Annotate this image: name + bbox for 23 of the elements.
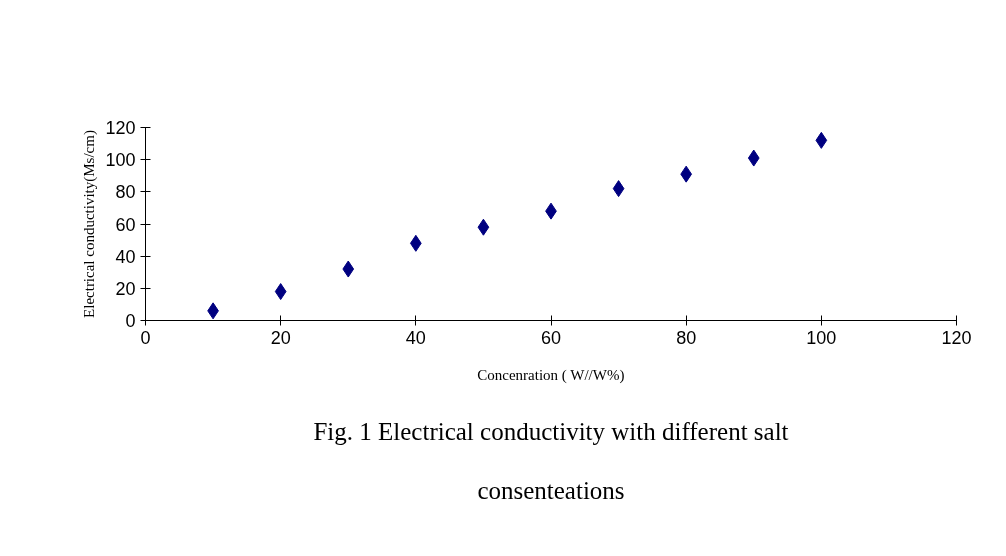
- point: [815, 131, 828, 149]
- y-tick-label: 100: [105, 150, 136, 171]
- y-tick-label: 60: [115, 214, 136, 235]
- x-tick-label: 60: [540, 327, 562, 348]
- y-tick-label: 0: [125, 311, 136, 331]
- x-tick-label: 20: [270, 327, 291, 348]
- y-axis-title: Electrical conductivity(Ms/cm): [81, 130, 99, 318]
- x-tick-label: 120: [941, 327, 972, 348]
- x-axis-title: Concenration ( W//W%): [477, 366, 625, 384]
- point: [747, 149, 760, 167]
- chart-title: Fig. 1 Electrical conductivity with different salt consenteations: [313, 417, 789, 504]
- point: [477, 218, 490, 236]
- x-tick-label: 100: [806, 327, 837, 348]
- y-tick-label: 120: [105, 118, 136, 138]
- y-tick-label: 80: [115, 182, 136, 203]
- y-tick-label: 20: [115, 278, 136, 299]
- point: [612, 180, 625, 198]
- point: [342, 260, 355, 278]
- x-tick-label: 0: [140, 327, 151, 348]
- y-tick-label: 40: [115, 246, 136, 267]
- point: [274, 283, 287, 301]
- x-tick-label: 80: [676, 327, 697, 348]
- x-tick-label: 40: [405, 327, 426, 348]
